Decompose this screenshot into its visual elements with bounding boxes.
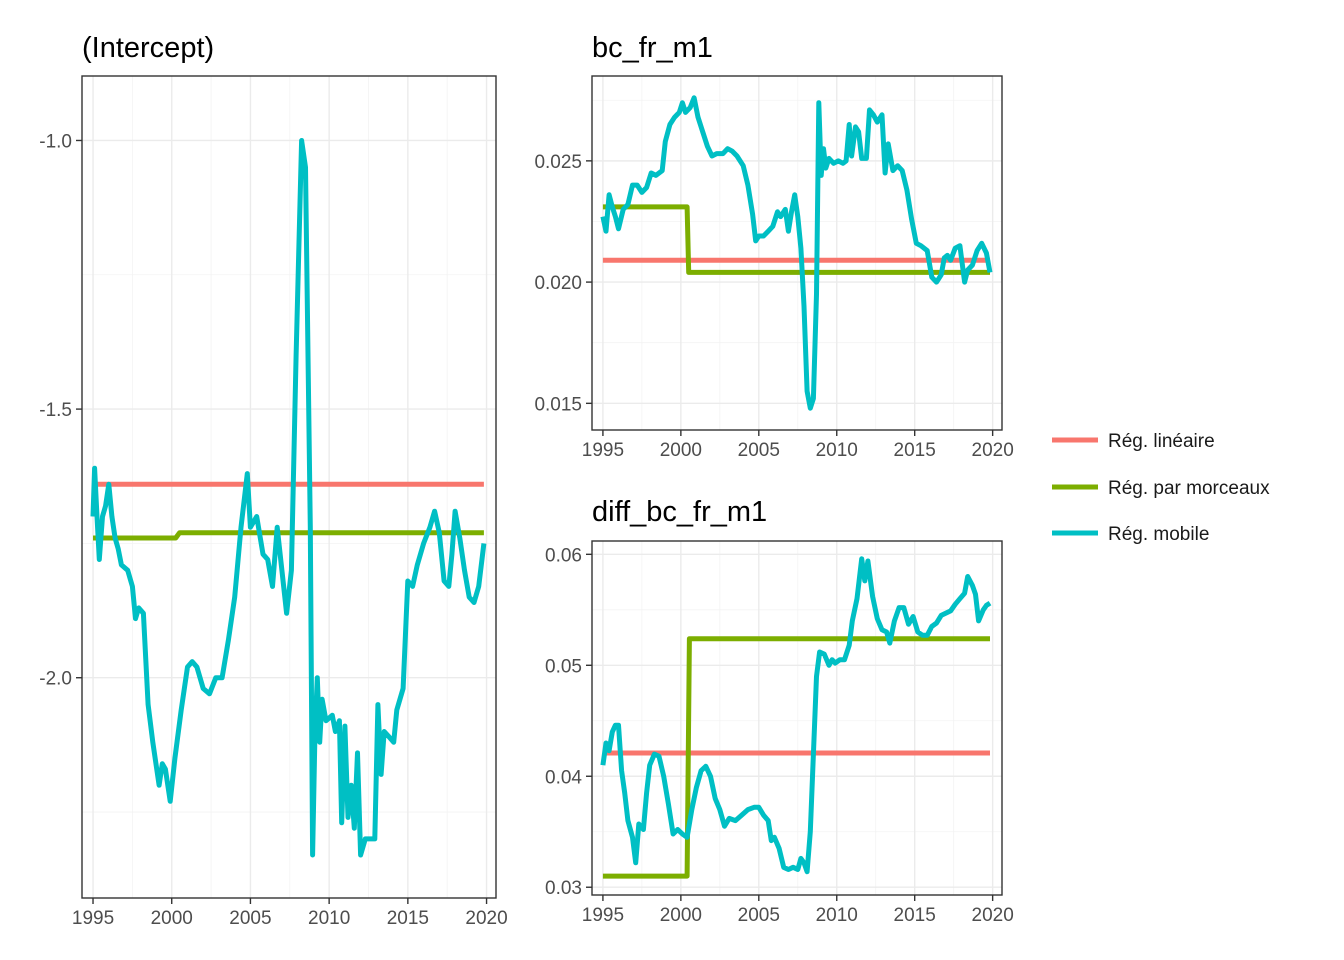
- x-tick-label: 2020: [972, 905, 1014, 926]
- x-tick-label: 2010: [308, 908, 350, 929]
- panel-diff-bc-fr-m1: diff_bc_fr_m1 1995 2000 2005 2010 2015 2020 0.…: [545, 496, 1014, 926]
- panel-border: [591, 540, 1003, 896]
- x-tick-label: 2015: [894, 440, 936, 461]
- series-line-3: [600, 556, 992, 875]
- x-tick-label: 2000: [660, 440, 702, 461]
- plot-area-bc-fr-m1: 1995 2000 2005 2010 2015 2020 0.015 0.020 0.025: [534, 75, 1014, 461]
- x-tick-label: 2010: [816, 905, 858, 926]
- y-tick-label: 0.04: [545, 767, 582, 788]
- series-line-2: [602, 636, 990, 879]
- y-tick-label: 0.06: [545, 545, 582, 566]
- panel-title-diff-bc-fr-m1: diff_bc_fr_m1: [592, 496, 767, 528]
- panel-intercept: (Intercept) 1995 2000 2005 2010 2015 2020 -2.0…: [39, 32, 507, 929]
- x-tick-label: 2005: [229, 908, 271, 929]
- x-tick-label: 2005: [738, 905, 780, 926]
- x-tick-label: 1995: [582, 440, 624, 461]
- panel-border: [81, 75, 497, 899]
- x-tick-label: 1995: [582, 905, 624, 926]
- series-line-2: [602, 204, 990, 275]
- x-tick-label: 2005: [738, 440, 780, 461]
- panel-border: [591, 75, 1003, 431]
- y-tick-label: -2.0: [39, 669, 72, 690]
- x-tick-label: 2000: [151, 908, 193, 929]
- legend-label-lineaire: Rég. linéaire: [1108, 431, 1215, 452]
- legend-label-morceaux: Rég. par morceaux: [1108, 478, 1270, 499]
- y-tick-label: 0.03: [545, 878, 582, 899]
- y-tick-label: -1.0: [39, 131, 72, 152]
- x-tick-label: 2000: [660, 905, 702, 926]
- series-line-3: [600, 95, 993, 411]
- x-tick-label: 2020: [972, 440, 1014, 461]
- panel-bc-fr-m1: bc_fr_m1 1995 2000 2005 2010 2015 2020 0.015 0.…: [534, 32, 1013, 461]
- series-line-2: [93, 530, 484, 541]
- legend: Rég. linéaire Rég. par morceaux Rég. mob…: [1052, 431, 1270, 545]
- plot-area-diff-bc-fr-m1: 1995 2000 2005 2010 2015 2020 0.03 0.04 0.05 0.06: [545, 540, 1014, 926]
- x-tick-label: 1995: [72, 908, 114, 929]
- x-tick-label: 2015: [894, 905, 936, 926]
- y-tick-label: 0.025: [534, 152, 582, 173]
- panel-title-bc-fr-m1: bc_fr_m1: [592, 32, 713, 64]
- panel-title-intercept: (Intercept): [82, 32, 214, 64]
- y-tick-label: -1.5: [39, 400, 72, 421]
- y-tick-label: 0.05: [545, 656, 582, 677]
- series-line-3: [90, 138, 487, 858]
- legend-label-mobile: Rég. mobile: [1108, 524, 1209, 545]
- plot-area-intercept: 1995 2000 2005 2010 2015 2020 -2.0 -1.5 -1.0: [39, 75, 508, 929]
- x-tick-label: 2010: [816, 440, 858, 461]
- y-tick-label: 0.015: [534, 394, 582, 415]
- x-tick-label: 2020: [465, 908, 507, 929]
- y-tick-label: 0.020: [534, 273, 582, 294]
- x-tick-label: 2015: [387, 908, 429, 929]
